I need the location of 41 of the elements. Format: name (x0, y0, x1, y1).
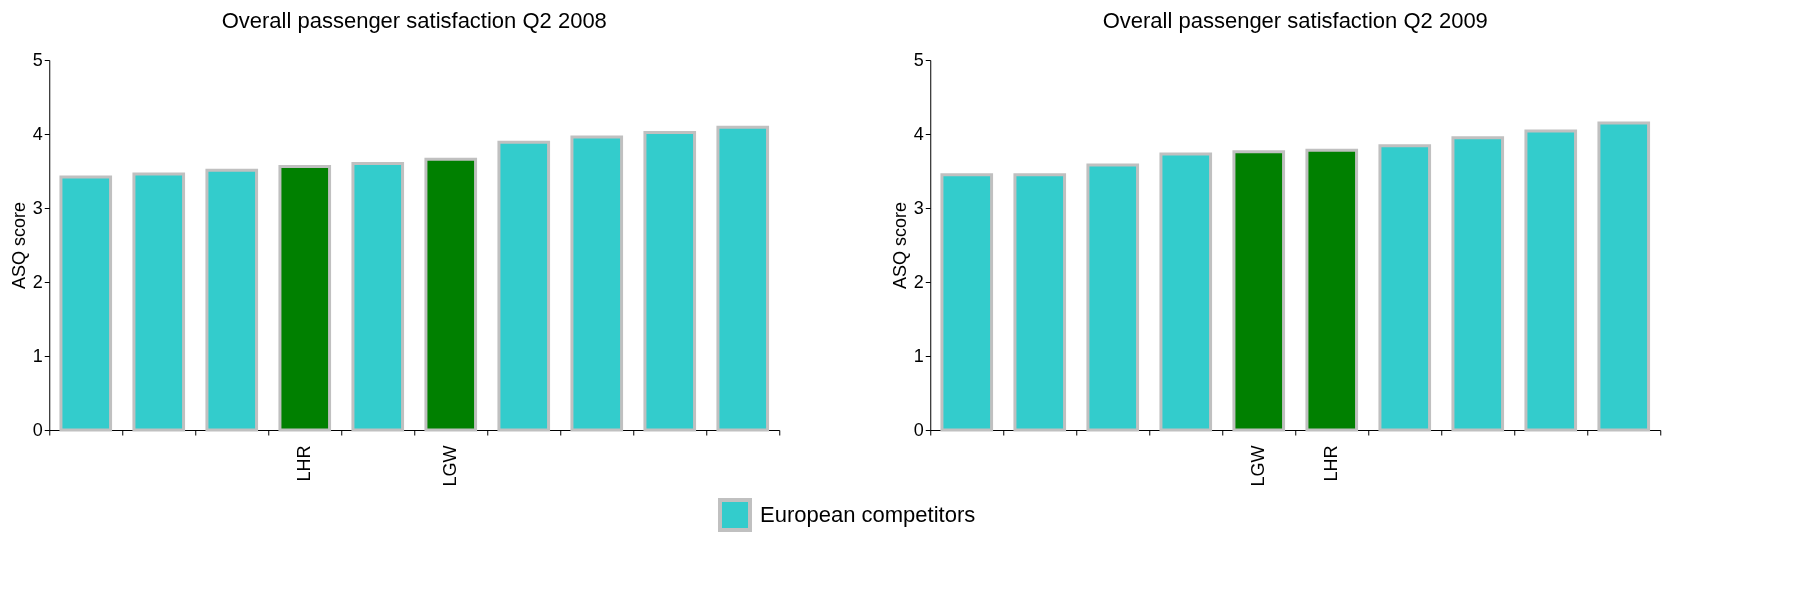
bar (643, 131, 697, 432)
bar (1524, 129, 1578, 432)
bar (1159, 152, 1213, 432)
y-tick-label: 2 (913, 271, 924, 292)
chart-title: Overall passenger satisfaction Q2 2008 (221, 8, 607, 33)
bar (424, 157, 478, 432)
bar (1451, 136, 1505, 432)
bar (1378, 144, 1432, 432)
bar (205, 168, 259, 432)
bar (132, 172, 186, 432)
bar (1305, 148, 1359, 432)
y-tick-label: 0 (913, 419, 924, 440)
y-tick-label: 2 (32, 271, 43, 292)
bar (940, 173, 994, 432)
bar (497, 140, 551, 432)
bar (1013, 173, 1067, 432)
y-axis-title: ASQ score (8, 201, 29, 290)
chart-title: Overall passenger satisfaction Q2 2009 (1102, 8, 1488, 33)
x-tick-label: LGW (1248, 445, 1269, 487)
bar (278, 165, 332, 432)
y-tick-label: 4 (913, 123, 924, 144)
legend-label: European competitors (760, 502, 976, 527)
y-axis-title: ASQ score (889, 201, 910, 290)
y-tick-label: 1 (32, 345, 43, 366)
x-tick-label: LHR (294, 445, 315, 482)
bar (570, 135, 624, 432)
y-tick-label: 5 (913, 49, 924, 70)
bar (1597, 121, 1651, 432)
bar (716, 125, 770, 432)
bar (1086, 163, 1140, 432)
y-tick-label: 4 (32, 123, 43, 144)
x-tick-label: LHR (1321, 445, 1342, 482)
y-tick-label: 5 (32, 49, 43, 70)
x-tick-label: LGW (440, 445, 461, 487)
y-tick-label: 3 (32, 197, 43, 218)
y-tick-label: 1 (913, 345, 924, 366)
bar (59, 175, 113, 432)
bar (351, 162, 405, 432)
bar (1232, 150, 1286, 432)
y-tick-label: 0 (32, 419, 43, 440)
y-tick-label: 3 (913, 197, 924, 218)
